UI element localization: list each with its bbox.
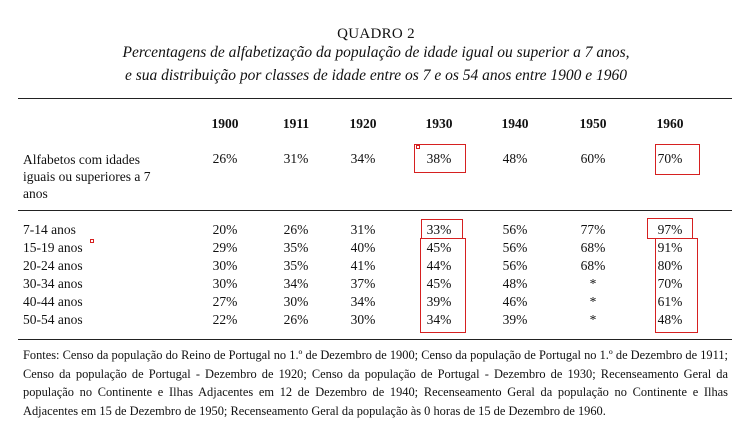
age-row-value: 68% bbox=[580, 258, 606, 273]
age-row-value: 80% bbox=[657, 258, 683, 273]
alfabetos-value: 70% bbox=[657, 151, 683, 166]
age-row-value: 30% bbox=[283, 294, 309, 309]
year-header: 1960 bbox=[656, 116, 684, 131]
age-row-value: 30% bbox=[212, 276, 238, 291]
age-row-value: 70% bbox=[657, 276, 683, 291]
age-row-value: 40% bbox=[350, 240, 376, 255]
year-header: 1940 bbox=[501, 116, 529, 131]
year-header: 1950 bbox=[579, 116, 607, 131]
table-subtitle-line-2: e sua distribuição por classes de idade … bbox=[124, 67, 628, 84]
age-row-value: 44% bbox=[426, 258, 452, 273]
age-row-value: 34% bbox=[283, 276, 309, 291]
age-row-value: 35% bbox=[283, 240, 309, 255]
year-header: 1930 bbox=[425, 116, 453, 131]
middle-rule bbox=[18, 210, 732, 211]
age-row-value: 27% bbox=[212, 294, 238, 309]
age-row-value: 29% bbox=[212, 240, 238, 255]
age-row-value: 48% bbox=[657, 312, 683, 327]
age-row-label: 15-19 anos bbox=[23, 240, 83, 255]
age-row-value: * bbox=[589, 294, 597, 309]
top-rule bbox=[18, 98, 732, 99]
alfabetos-value: 31% bbox=[283, 151, 309, 166]
age-row-value: 56% bbox=[502, 240, 528, 255]
age-row-value: 56% bbox=[502, 258, 528, 273]
highlight-marker bbox=[416, 145, 420, 149]
age-row-value: 35% bbox=[283, 258, 309, 273]
highlight-box-1960-alfabetos bbox=[655, 144, 700, 175]
age-row-value: 77% bbox=[580, 222, 606, 237]
age-row-value: 41% bbox=[350, 258, 376, 273]
age-row-value: 97% bbox=[657, 222, 683, 237]
age-row-value: 91% bbox=[657, 240, 683, 255]
bottom-rule bbox=[18, 339, 732, 340]
age-row-label: 7-14 anos bbox=[23, 222, 76, 237]
age-row-label: 50-54 anos bbox=[23, 312, 83, 327]
table-subtitle-line-1: Percentagens de alfabetização da populaç… bbox=[122, 44, 630, 61]
alfabetos-label: Alfabetos com idades iguais ou superiore… bbox=[23, 152, 151, 201]
age-row-value: 68% bbox=[580, 240, 606, 255]
table-title: QUADRO 2 bbox=[337, 26, 415, 42]
age-row-value: 37% bbox=[350, 276, 376, 291]
age-row-value: 56% bbox=[502, 222, 528, 237]
highlight-box-1960-ages bbox=[655, 238, 698, 333]
highlight-box-1930-ages bbox=[420, 238, 466, 333]
year-header: 1900 bbox=[211, 116, 239, 131]
age-row-value: 34% bbox=[350, 294, 376, 309]
age-row-value: 48% bbox=[502, 276, 528, 291]
age-row-label: 40-44 anos bbox=[23, 294, 83, 309]
age-row-value: 45% bbox=[426, 240, 452, 255]
age-row-value: 30% bbox=[212, 258, 238, 273]
sources-note: Fontes: Censo da população do Reino de P… bbox=[23, 348, 728, 418]
age-row-value: 26% bbox=[283, 312, 309, 327]
year-header: 1920 bbox=[349, 116, 377, 131]
age-row-value: 26% bbox=[283, 222, 309, 237]
age-row-value: 39% bbox=[502, 312, 528, 327]
age-row-value: 33% bbox=[426, 222, 452, 237]
alfabetos-value: 26% bbox=[212, 151, 238, 166]
age-row-value: 61% bbox=[657, 294, 683, 309]
highlight-box-1930-7-14 bbox=[421, 219, 463, 239]
age-row-value: * bbox=[589, 276, 597, 291]
age-row-value: * bbox=[589, 312, 597, 327]
alfabetos-value: 48% bbox=[502, 151, 528, 166]
age-row-label: 20-24 anos bbox=[23, 258, 83, 273]
age-row-value: 31% bbox=[350, 222, 376, 237]
alfabetos-value: 38% bbox=[426, 151, 452, 166]
alfabetos-value: 34% bbox=[350, 151, 376, 166]
age-row-value: 46% bbox=[502, 294, 528, 309]
alfabetos-value: 60% bbox=[580, 151, 606, 166]
year-header: 1911 bbox=[282, 116, 310, 131]
highlight-marker bbox=[90, 239, 94, 243]
highlight-box-1930-alfabetos bbox=[414, 144, 466, 173]
age-row-value: 30% bbox=[350, 312, 376, 327]
highlight-box-1960-7-14 bbox=[647, 218, 693, 239]
age-row-value: 22% bbox=[212, 312, 238, 327]
age-row-value: 20% bbox=[212, 222, 238, 237]
age-row-value: 34% bbox=[426, 312, 452, 327]
age-row-value: 45% bbox=[426, 276, 452, 291]
age-row-label: 30-34 anos bbox=[23, 276, 83, 291]
age-row-value: 39% bbox=[426, 294, 452, 309]
